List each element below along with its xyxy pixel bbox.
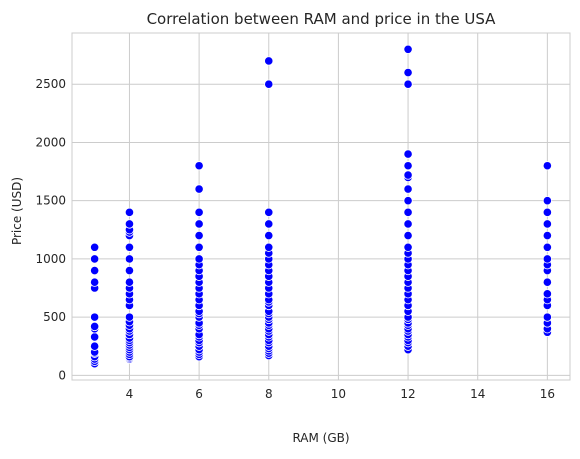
data-point (90, 322, 98, 330)
data-point (125, 278, 133, 286)
x-tick-label: 8 (265, 387, 273, 401)
y-tick-label: 500 (43, 310, 66, 324)
y-tick-label: 2500 (35, 77, 66, 91)
data-point (90, 333, 98, 341)
data-point (404, 185, 412, 193)
data-point (404, 45, 412, 53)
data-point (90, 255, 98, 263)
data-point (543, 208, 551, 216)
data-point (543, 162, 551, 170)
data-point (195, 208, 203, 216)
x-axis-label: RAM (GB) (292, 431, 349, 445)
data-point (404, 80, 412, 88)
data-point (125, 313, 133, 321)
data-point (195, 243, 203, 251)
x-tick-label: 10 (331, 387, 346, 401)
y-tick-label: 2000 (35, 135, 66, 149)
data-point (265, 231, 273, 239)
data-point (265, 243, 273, 251)
data-point (543, 231, 551, 239)
data-point (543, 290, 551, 298)
data-point (543, 196, 551, 204)
chart-title: Correlation between RAM and price in the… (147, 10, 497, 28)
data-point (543, 243, 551, 251)
data-point (195, 231, 203, 239)
y-tick-label: 1000 (35, 252, 66, 266)
data-point (404, 208, 412, 216)
data-point (543, 255, 551, 263)
y-tick-labels: 0 500 1000 1500 2000 2500 (35, 77, 66, 382)
data-point (404, 231, 412, 239)
data-point (90, 278, 98, 286)
x-tick-label: 14 (470, 387, 485, 401)
data-point (125, 220, 133, 228)
data-point (125, 243, 133, 251)
plot-area (72, 33, 570, 380)
data-point (90, 313, 98, 321)
data-point (543, 313, 551, 321)
data-point (404, 171, 412, 179)
data-point (265, 208, 273, 216)
data-point (195, 220, 203, 228)
data-point (90, 243, 98, 251)
data-point (90, 342, 98, 350)
x-tick-label: 16 (540, 387, 555, 401)
data-point (265, 80, 273, 88)
y-tick-label: 0 (58, 368, 66, 382)
data-point (543, 278, 551, 286)
y-tick-label: 1500 (35, 194, 66, 208)
x-tick-label: 6 (195, 387, 203, 401)
data-point (265, 220, 273, 228)
data-point (125, 255, 133, 263)
data-point (125, 208, 133, 216)
data-point (404, 150, 412, 158)
data-point (404, 243, 412, 251)
data-point (404, 162, 412, 170)
data-point (90, 266, 98, 274)
data-point (404, 220, 412, 228)
data-point (125, 266, 133, 274)
data-point (404, 68, 412, 76)
data-point (195, 162, 203, 170)
y-axis-label: Price (USD) (10, 177, 24, 245)
data-point (195, 255, 203, 263)
data-point (404, 196, 412, 204)
data-point (265, 57, 273, 65)
data-point (195, 185, 203, 193)
x-tick-label: 12 (400, 387, 415, 401)
data-point (543, 220, 551, 228)
x-tick-label: 4 (126, 387, 134, 401)
x-tick-labels: 4 6 8 10 12 14 16 (126, 387, 555, 401)
